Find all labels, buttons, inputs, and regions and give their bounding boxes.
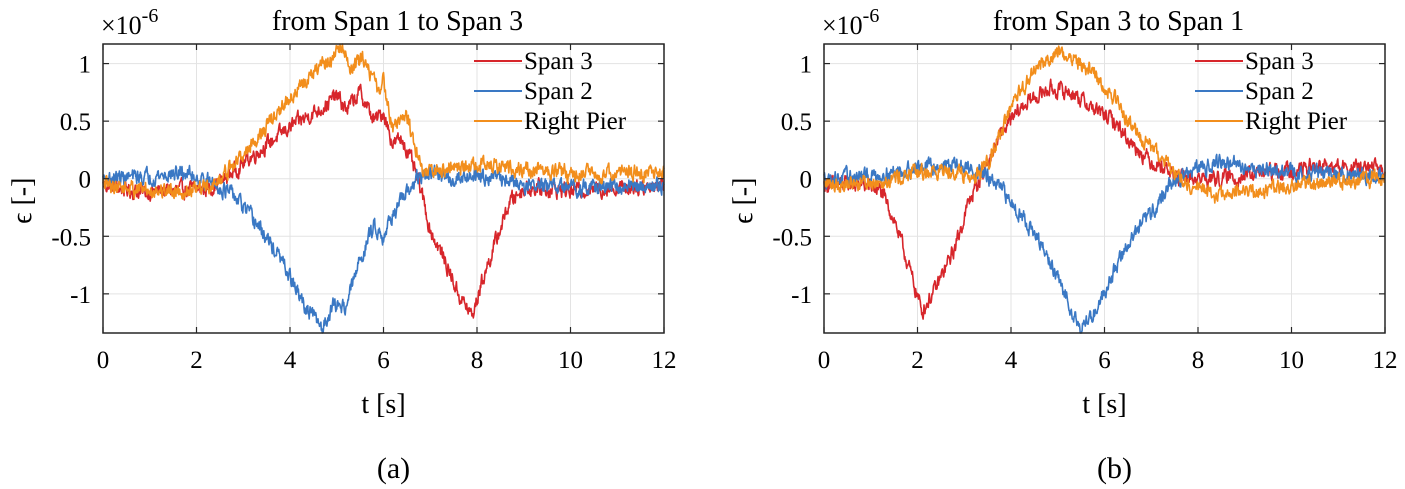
x-tick-label: 12 [652, 347, 677, 374]
y-tick-label: -1 [791, 282, 812, 309]
x-tick-label: 10 [1279, 347, 1304, 374]
x-tick-label: 6 [377, 347, 390, 374]
chart-title-b: from Span 3 to Span 1 [993, 6, 1244, 37]
traces-a [102, 43, 665, 334]
exponent-base-b: ×10 [822, 11, 863, 40]
x-axis-label-a: t [s] [361, 389, 405, 420]
legend-item: Right Pier [474, 108, 627, 135]
series-line-right-pier [102, 43, 665, 200]
y-exponent-b: ×10-6 [822, 5, 879, 40]
series-line-span-2 [102, 164, 665, 334]
y-tick-label: 0 [79, 167, 92, 194]
ticks-a: 0 2 4 6 8 10 12 -1 -0.5 0 0.5 1 [51, 44, 677, 374]
exponent-power-a: -6 [142, 5, 159, 27]
legend-label: Span 2 [524, 78, 593, 105]
x-tick-label: 0 [97, 347, 110, 374]
x-tick-label: 0 [818, 347, 831, 374]
y-tick-label: -1 [70, 282, 91, 309]
legend-item: Span 2 [1195, 78, 1314, 105]
ticks-b: 0 2 4 6 8 10 12 -1 -0.5 0 0.5 1 [772, 44, 1398, 374]
exponent-power-b: -6 [863, 5, 880, 27]
y-tick-label: 0.5 [781, 109, 812, 136]
x-tick-label: 6 [1098, 347, 1111, 374]
legend-label: Span 3 [1245, 48, 1314, 75]
legend-item: Span 2 [474, 78, 593, 105]
panel-caption-a: (a) [377, 452, 410, 485]
x-axis-label-b: t [s] [1082, 389, 1126, 420]
x-tick-label: 12 [1373, 347, 1398, 374]
y-tick-label: 1 [79, 52, 92, 79]
series-line-right-pier [823, 45, 1386, 204]
legend-item: Span 3 [474, 48, 593, 75]
legend-a: Span 3 Span 2 Right Pier [474, 48, 627, 135]
legend-item: Right Pier [1195, 108, 1348, 135]
x-tick-label: 8 [471, 347, 484, 374]
y-axis-label-b: ϵ [-] [728, 178, 759, 224]
chart-title-a: from Span 1 to Span 3 [272, 6, 523, 37]
y-tick-label: 1 [800, 52, 813, 79]
legend-label: Span 2 [1245, 78, 1314, 105]
y-tick-label: 0 [800, 167, 813, 194]
x-tick-label: 10 [558, 347, 583, 374]
x-tick-label: 2 [911, 347, 924, 374]
y-tick-label: 0.5 [60, 109, 91, 136]
exponent-base-a: ×10 [101, 11, 142, 40]
legend-label: Right Pier [524, 108, 627, 135]
traces-b [823, 45, 1386, 334]
x-tick-label: 4 [1005, 347, 1018, 374]
series-line-span-3 [823, 78, 1386, 320]
legend-item: Span 3 [1195, 48, 1314, 75]
x-tick-label: 8 [1192, 347, 1205, 374]
series-line-span-2 [823, 153, 1386, 334]
panel-a: 0 2 4 6 8 10 12 -1 -0.5 0 0.5 1 from Span 1 to Span… [7, 5, 677, 485]
x-tick-label: 2 [190, 347, 203, 374]
legend-label: Span 3 [524, 48, 593, 75]
legend-b: Span 3 Span 2 Right Pier [1195, 48, 1348, 135]
panel-caption-b: (b) [1097, 452, 1132, 485]
x-tick-label: 4 [284, 347, 297, 374]
y-tick-label: -0.5 [51, 224, 91, 251]
y-tick-label: -0.5 [772, 224, 812, 251]
y-exponent-a: ×10-6 [101, 5, 158, 40]
panel-b: 0 2 4 6 8 10 12 -1 -0.5 0 0.5 1 from Span 3 to Span… [728, 5, 1398, 485]
legend-label: Right Pier [1245, 108, 1348, 135]
y-axis-label-a: ϵ [-] [7, 178, 38, 224]
